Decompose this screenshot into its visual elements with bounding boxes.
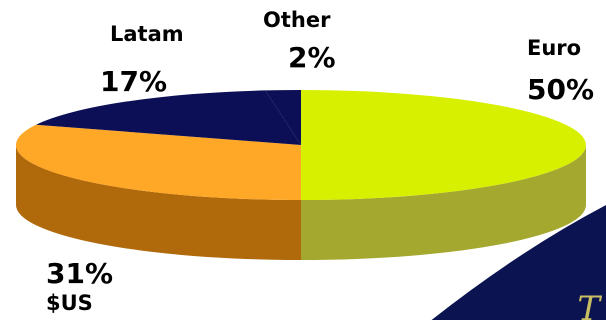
pie-slice-other	[265, 90, 301, 145]
latam-label: Latam	[110, 22, 184, 46]
pie-side-euro	[301, 145, 586, 260]
euro-percent-label: 50%	[527, 73, 595, 106]
usd-percent-label: 31%	[46, 257, 114, 290]
pie-side--us	[16, 145, 301, 260]
euro-label: Euro	[527, 36, 582, 60]
pie-slice--us	[16, 124, 302, 200]
pie-slice-euro	[301, 90, 586, 200]
pie-chart	[16, 90, 606, 320]
corner-swoosh	[423, 199, 606, 320]
other-percent-label: 2%	[288, 41, 336, 74]
pie-top	[16, 90, 586, 200]
pie-sides	[16, 145, 586, 260]
watermark-glyph: T	[577, 289, 600, 329]
usd-label: $US	[46, 291, 93, 315]
pie-slice-latam	[36, 90, 301, 145]
corner-swoosh-shape	[430, 205, 606, 320]
corner-swoosh-edge	[423, 199, 606, 320]
latam-percent-label: 17%	[100, 65, 168, 98]
other-label: Other	[263, 8, 331, 32]
